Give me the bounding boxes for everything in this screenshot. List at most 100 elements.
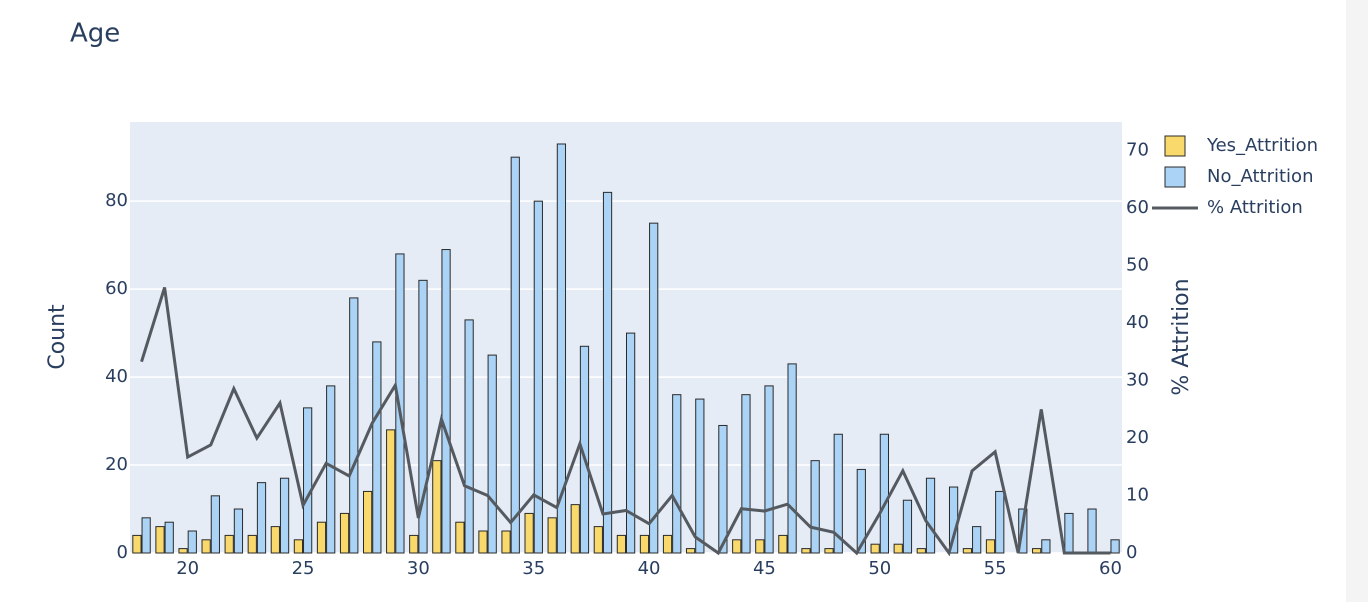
bar [478, 530, 488, 554]
bar [1041, 539, 1051, 554]
bar [349, 297, 359, 554]
bar [810, 460, 820, 554]
x-tick-label: 20 [176, 558, 199, 579]
bar [787, 363, 797, 554]
bar [247, 534, 257, 554]
bar [1110, 539, 1120, 554]
bar [985, 539, 996, 554]
bar [210, 495, 220, 554]
bar [916, 548, 926, 554]
bar [972, 526, 982, 554]
bar [695, 398, 705, 554]
x-tick-label: 35 [522, 558, 545, 579]
bar [649, 222, 659, 554]
bar [316, 521, 327, 554]
bar [303, 407, 313, 554]
bar [801, 548, 811, 554]
bar [132, 534, 142, 554]
bar [372, 341, 382, 554]
bar [409, 534, 419, 554]
bar [833, 433, 843, 554]
bar [178, 548, 188, 554]
bar [962, 548, 973, 554]
side-strip [1346, 0, 1368, 602]
bar [893, 543, 903, 554]
y-tick-label: 80 [105, 190, 128, 211]
legend-swatch [1164, 135, 1186, 157]
y2-tick-label: 10 [1126, 485, 1149, 506]
legend-label: % Attrition [1207, 197, 1303, 218]
chart-title: Age [70, 19, 120, 49]
bar [524, 512, 534, 554]
bar [902, 499, 913, 554]
x-tick-label: 25 [292, 558, 315, 579]
bar [778, 534, 788, 554]
bar [662, 534, 673, 554]
bar [164, 521, 174, 554]
legend-swatch [1164, 166, 1186, 188]
y-tick-label: 20 [105, 454, 128, 475]
y-axis-title: Count [45, 304, 70, 370]
bar [570, 504, 580, 554]
bar [741, 394, 751, 554]
bar [224, 534, 234, 554]
bar [326, 385, 336, 554]
bar [639, 534, 650, 554]
line [140, 287, 1111, 557]
x-tick-label: 60 [1099, 558, 1122, 579]
y2-tick-label: 70 [1126, 140, 1149, 161]
bar [824, 548, 834, 554]
bar [616, 534, 627, 554]
bar [685, 548, 696, 554]
x-tick-label: 50 [868, 558, 891, 579]
y-tick-label: 40 [105, 366, 128, 387]
bar [293, 539, 304, 554]
y2-tick-label: 30 [1126, 370, 1149, 391]
bar [487, 354, 497, 554]
bar [233, 508, 244, 554]
bar [764, 385, 774, 554]
y-tick-label: 60 [105, 278, 128, 299]
bar [593, 526, 603, 554]
y2-tick-label: 50 [1126, 255, 1149, 276]
y2-axis-title: % Attrition [1169, 278, 1194, 395]
x-tick-label: 30 [407, 558, 430, 579]
bar [187, 530, 197, 554]
bar [510, 156, 520, 554]
legend-label: Yes_Attrition [1206, 135, 1318, 156]
bar [602, 191, 613, 554]
bar [363, 490, 373, 554]
bar [1087, 508, 1097, 554]
bar [256, 482, 267, 554]
bar [386, 429, 396, 554]
bar [879, 433, 889, 554]
bar [925, 477, 936, 554]
bar [870, 543, 880, 554]
bar [418, 279, 428, 554]
x-tick-label: 55 [984, 558, 1007, 579]
bar [441, 249, 451, 554]
y2-tick-label: 60 [1126, 197, 1149, 218]
bar [755, 539, 765, 554]
bar [155, 526, 165, 554]
bar [856, 468, 866, 554]
bar [339, 512, 350, 554]
x-tick-label: 40 [638, 558, 661, 579]
bar [464, 319, 474, 554]
bar [672, 394, 682, 554]
bar [432, 460, 442, 554]
bar [1064, 512, 1074, 554]
bar [201, 539, 211, 554]
bar [270, 526, 280, 554]
bar [501, 530, 511, 554]
bar [279, 477, 290, 554]
x-tick-label: 45 [753, 558, 776, 579]
bar [732, 539, 742, 554]
legend-label: No_Attrition [1207, 166, 1313, 187]
bar [547, 517, 557, 554]
y2-tick-label: 40 [1126, 312, 1149, 333]
bar [1032, 548, 1042, 554]
y2-tick-label: 0 [1126, 542, 1137, 563]
bar [533, 200, 543, 554]
